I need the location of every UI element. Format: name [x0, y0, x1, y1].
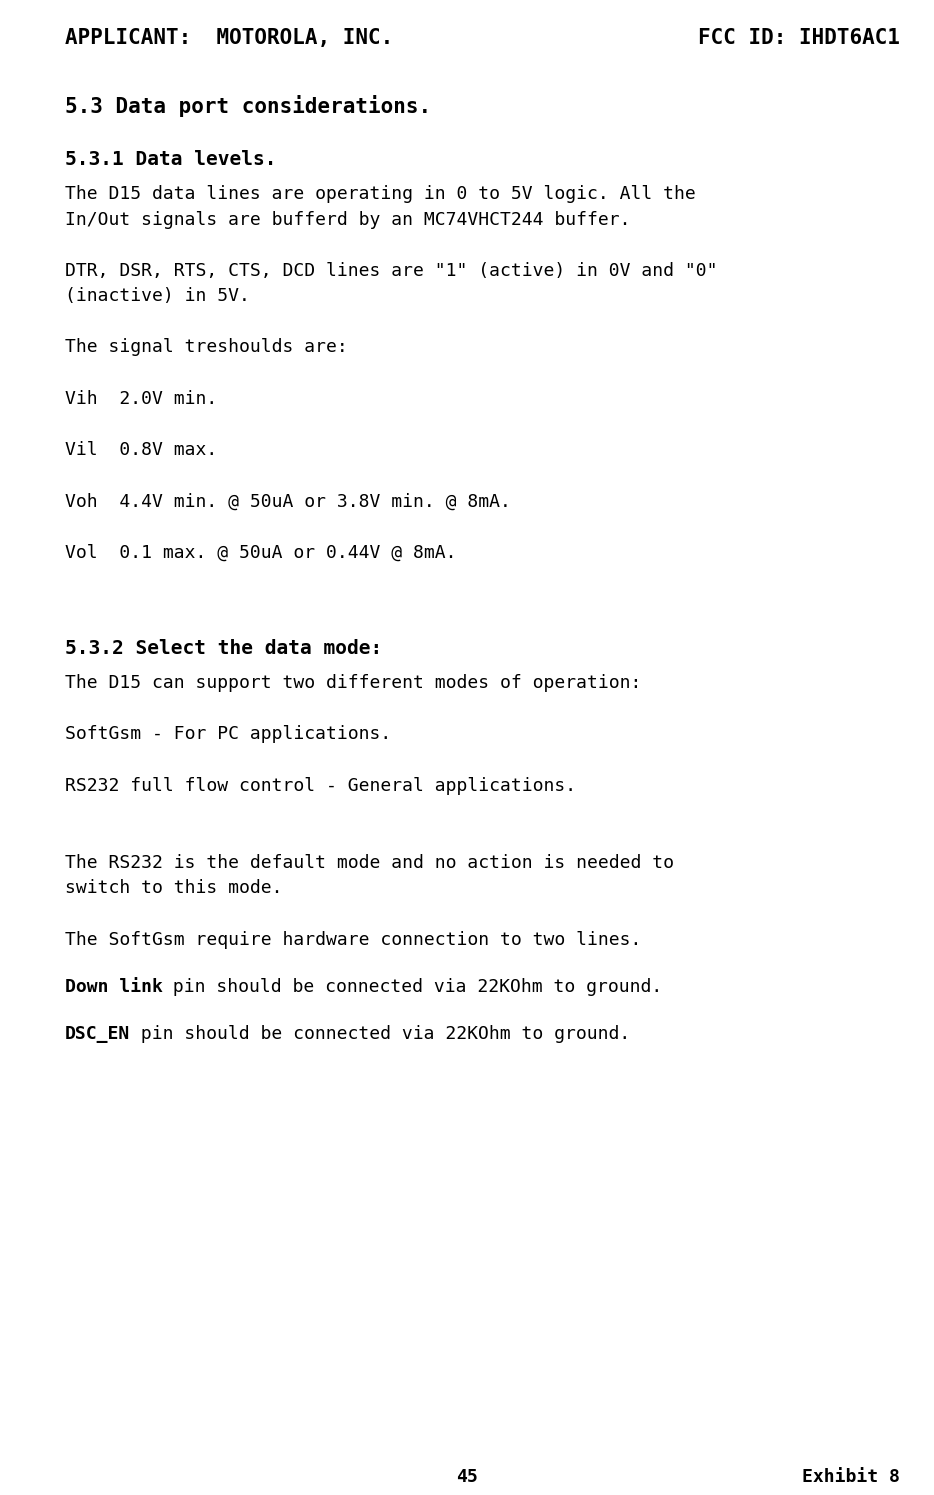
Text: The D15 can support two different modes of operation:: The D15 can support two different modes …: [65, 674, 642, 692]
Text: Voh  4.4V min. @ 50uA or 3.8V min. @ 8mA.: Voh 4.4V min. @ 50uA or 3.8V min. @ 8mA.: [65, 492, 511, 510]
Text: The SoftGsm require hardware connection to two lines.: The SoftGsm require hardware connection …: [65, 930, 642, 948]
Text: 5.3 Data port considerations.: 5.3 Data port considerations.: [65, 96, 432, 117]
Text: The RS232 is the default mode and no action is needed to: The RS232 is the default mode and no act…: [65, 854, 674, 872]
Text: Exhibit 8: Exhibit 8: [802, 1468, 900, 1486]
Text: RS232 full flow control - General applications.: RS232 full flow control - General applic…: [65, 777, 576, 795]
Text: Vih  2.0V min.: Vih 2.0V min.: [65, 390, 218, 408]
Text: Vol  0.1 max. @ 50uA or 0.44V @ 8mA.: Vol 0.1 max. @ 50uA or 0.44V @ 8mA.: [65, 544, 457, 562]
Text: pin should be connected via 22KOhm to ground.: pin should be connected via 22KOhm to gr…: [130, 1026, 630, 1044]
Text: The signal treshoulds are:: The signal treshoulds are:: [65, 338, 347, 356]
Text: APPLICANT:  MOTOROLA, INC.: APPLICANT: MOTOROLA, INC.: [65, 28, 393, 48]
Text: pin should be connected via 22KOhm to ground.: pin should be connected via 22KOhm to gr…: [163, 978, 663, 996]
Text: DSC_EN: DSC_EN: [65, 1026, 130, 1044]
Text: Vil  0.8V max.: Vil 0.8V max.: [65, 441, 218, 459]
Text: FCC ID: IHDT6AC1: FCC ID: IHDT6AC1: [698, 28, 900, 48]
Text: 5.3.2 Select the data mode:: 5.3.2 Select the data mode:: [65, 638, 382, 658]
Text: switch to this mode.: switch to this mode.: [65, 879, 282, 897]
Text: In/Out signals are bufferd by an MC74VHCT244 buffer.: In/Out signals are bufferd by an MC74VHC…: [65, 211, 630, 229]
Text: The D15 data lines are operating in 0 to 5V logic. All the: The D15 data lines are operating in 0 to…: [65, 185, 696, 203]
Text: Down link: Down link: [65, 978, 163, 996]
Text: 45: 45: [456, 1468, 478, 1486]
Text: DTR, DSR, RTS, CTS, DCD lines are "1" (active) in 0V and "0": DTR, DSR, RTS, CTS, DCD lines are "1" (a…: [65, 262, 717, 280]
Text: SoftGsm - For PC applications.: SoftGsm - For PC applications.: [65, 725, 391, 743]
Text: 5.3.1 Data levels.: 5.3.1 Data levels.: [65, 150, 276, 169]
Text: (inactive) in 5V.: (inactive) in 5V.: [65, 287, 250, 305]
